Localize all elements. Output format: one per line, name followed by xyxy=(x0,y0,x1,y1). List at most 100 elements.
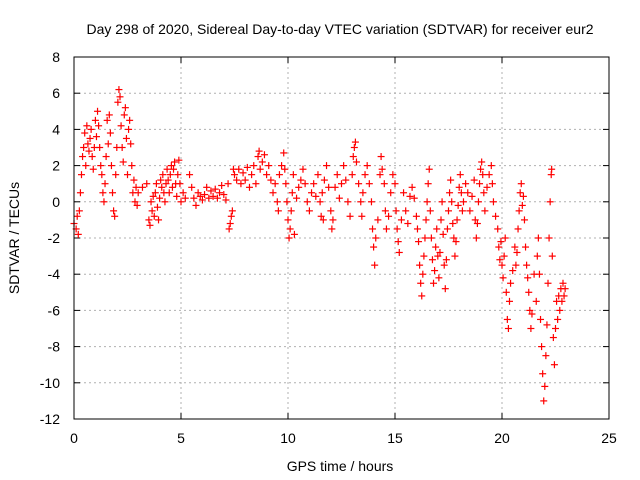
data-point xyxy=(445,207,452,215)
data-point xyxy=(134,189,142,197)
data-point xyxy=(344,198,352,206)
data-point xyxy=(432,243,440,251)
data-point xyxy=(295,183,303,191)
data-point xyxy=(451,252,459,260)
data-point xyxy=(179,189,187,197)
data-point xyxy=(153,203,161,211)
data-point xyxy=(282,180,290,188)
data-point xyxy=(513,248,521,256)
data-point xyxy=(561,285,569,293)
data-point xyxy=(440,261,448,269)
data-point xyxy=(378,165,386,173)
data-point xyxy=(441,285,449,293)
data-point xyxy=(130,176,138,184)
data-point xyxy=(143,180,151,188)
grid-lines xyxy=(74,57,609,419)
data-point xyxy=(83,122,91,130)
data-point xyxy=(112,171,120,179)
data-point xyxy=(431,267,439,275)
data-point xyxy=(124,171,131,179)
data-point xyxy=(355,180,363,188)
data-point xyxy=(342,176,350,184)
data-point xyxy=(115,86,123,94)
data-point xyxy=(209,192,217,200)
data-point xyxy=(133,201,141,209)
data-point xyxy=(220,191,228,199)
data-point xyxy=(146,221,154,229)
data-point xyxy=(287,207,295,215)
y-tick-label: 2 xyxy=(52,158,60,174)
data-point xyxy=(544,279,552,287)
data-point xyxy=(385,212,393,220)
y-tick-label: -2 xyxy=(48,230,61,246)
data-point xyxy=(175,156,183,164)
data-point xyxy=(269,189,277,197)
data-point xyxy=(237,180,245,188)
data-point xyxy=(424,180,432,188)
data-point xyxy=(111,212,119,220)
data-point xyxy=(327,207,335,215)
data-point xyxy=(502,288,510,296)
data-point xyxy=(458,207,466,215)
data-point xyxy=(501,234,509,242)
data-point xyxy=(549,334,557,342)
data-point xyxy=(349,153,357,161)
data-point xyxy=(201,191,209,199)
data-point xyxy=(79,153,87,161)
data-point xyxy=(474,198,482,206)
data-point xyxy=(453,216,461,224)
data-point xyxy=(526,306,534,314)
y-axis-label: SDTVAR / TECUs xyxy=(6,182,22,294)
data-point xyxy=(418,292,426,300)
data-point xyxy=(505,297,513,305)
data-point xyxy=(497,238,505,246)
data-point xyxy=(359,189,367,197)
data-point xyxy=(233,176,241,184)
data-point xyxy=(358,212,366,220)
data-point xyxy=(317,212,325,220)
data-point xyxy=(372,234,380,242)
data-point xyxy=(86,134,94,142)
data-point xyxy=(477,165,485,173)
data-point xyxy=(82,162,90,170)
data-point xyxy=(487,162,495,170)
data-point xyxy=(192,201,200,209)
data-point xyxy=(265,162,273,170)
data-point xyxy=(416,261,424,269)
data-point xyxy=(320,176,328,184)
data-point xyxy=(243,163,251,171)
data-point xyxy=(472,234,480,242)
axis-ticks: 0 5 10 15 20 25 -12 -10 -8 -6 -4 -2 0 2 4 6 8 xyxy=(40,49,617,446)
data-point xyxy=(151,189,159,197)
data-point xyxy=(449,220,457,228)
data-point xyxy=(517,180,525,188)
data-point xyxy=(412,212,420,220)
data-point xyxy=(256,165,264,173)
data-point xyxy=(275,171,283,179)
data-point xyxy=(186,171,194,179)
data-point xyxy=(284,216,292,224)
data-point xyxy=(425,165,433,173)
data-point xyxy=(235,165,243,173)
data-point xyxy=(500,252,508,260)
data-point xyxy=(468,192,476,200)
data-point xyxy=(211,185,219,193)
data-point xyxy=(515,207,523,215)
data-point xyxy=(231,171,238,179)
data-point xyxy=(147,198,155,206)
data-point xyxy=(254,153,262,161)
data-point xyxy=(286,225,294,233)
data-point xyxy=(117,122,125,130)
data-point xyxy=(363,162,371,170)
data-point xyxy=(507,279,515,287)
data-point xyxy=(255,147,263,155)
data-point xyxy=(155,216,163,224)
data-point xyxy=(252,180,260,188)
data-point xyxy=(495,243,503,251)
data-point xyxy=(448,198,456,206)
data-point xyxy=(428,256,436,264)
data-point xyxy=(427,234,435,242)
data-point xyxy=(528,310,536,318)
data-point xyxy=(387,189,395,197)
data-point xyxy=(77,171,85,179)
